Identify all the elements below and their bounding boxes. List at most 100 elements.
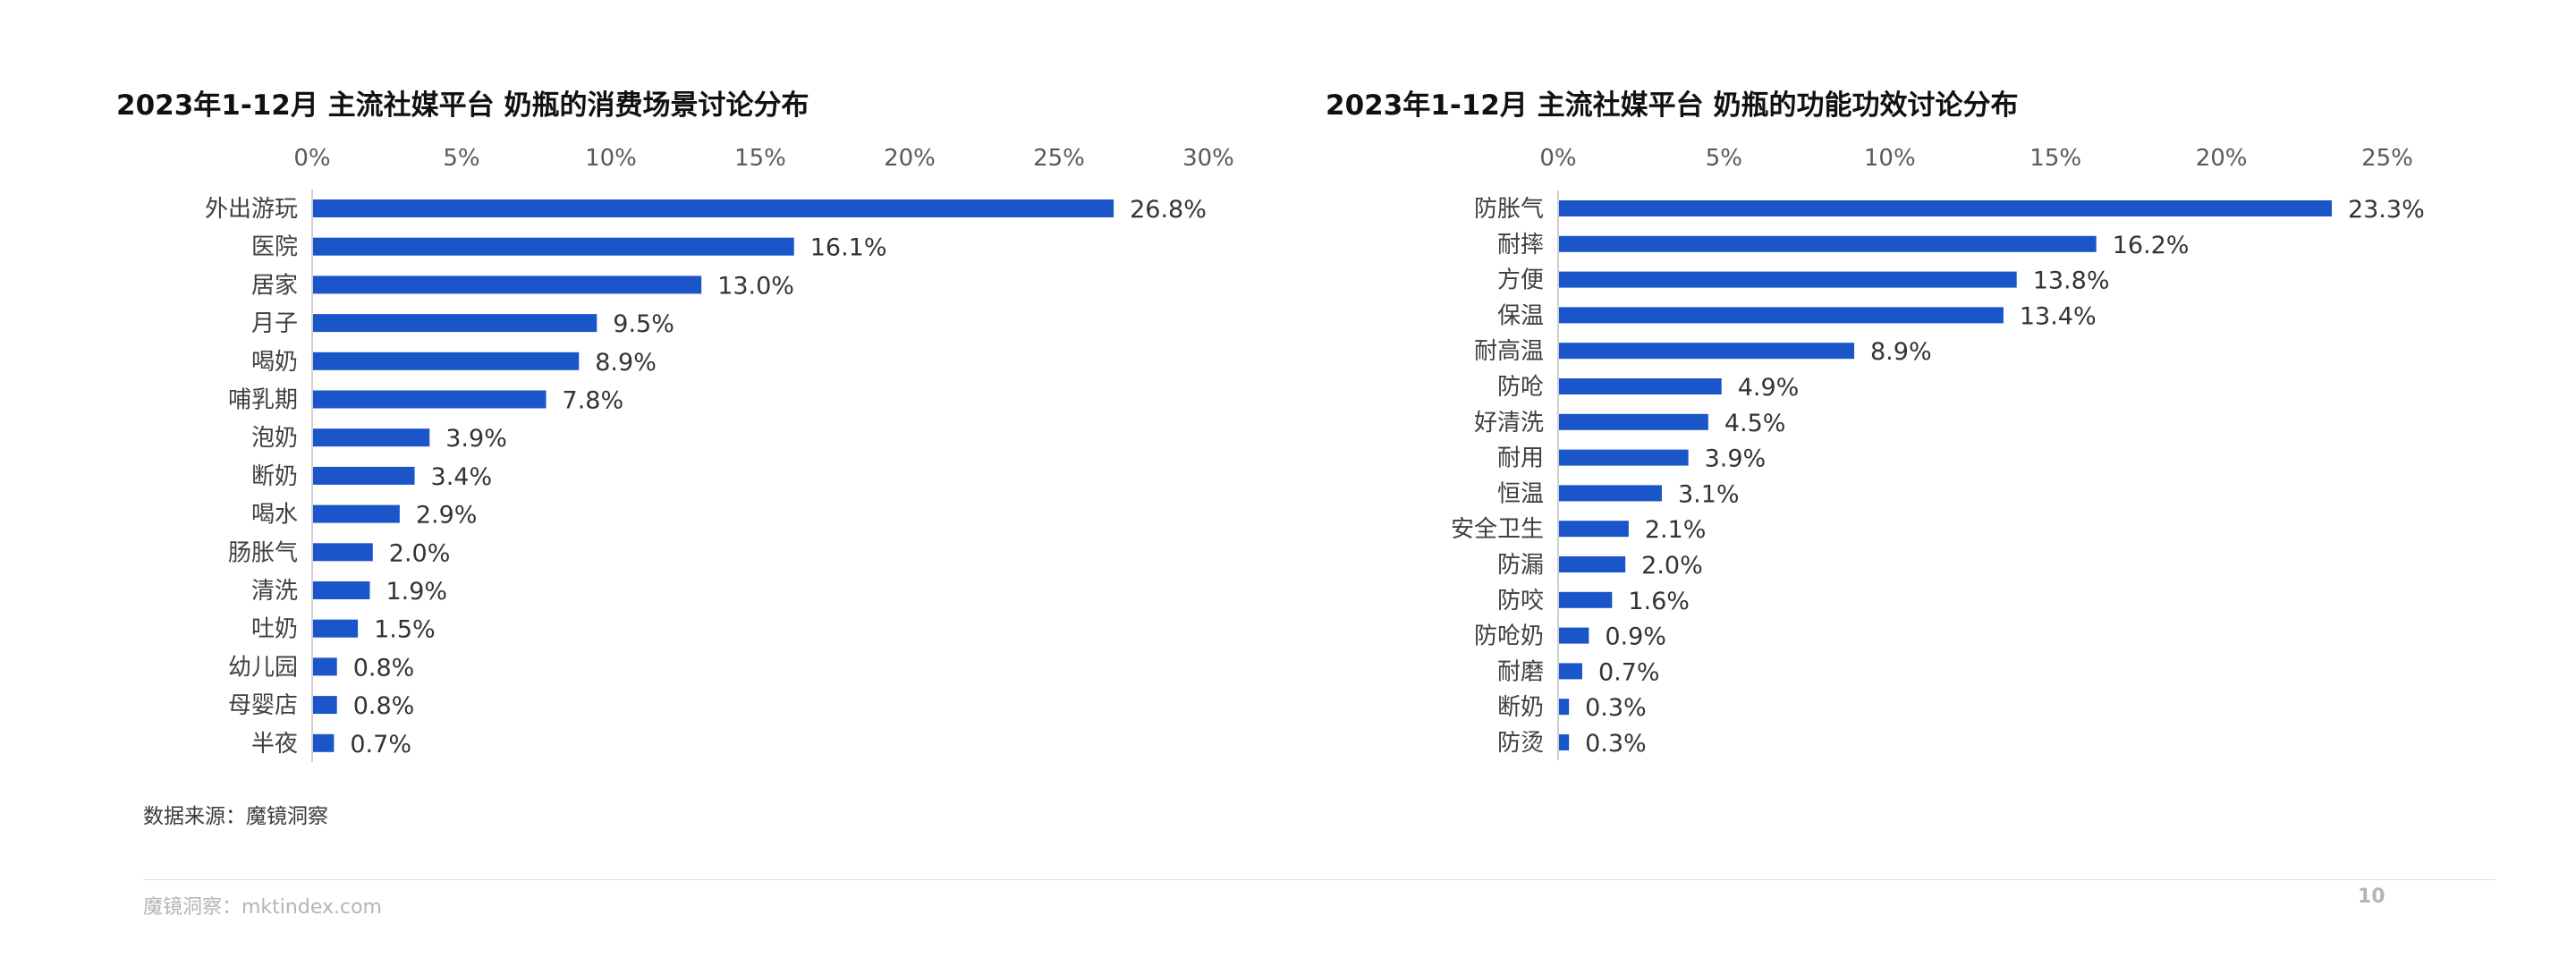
bar (313, 657, 337, 676)
axis-tick-label: 10% (585, 145, 637, 172)
data-label: 9.5% (613, 310, 674, 338)
category-label: 母婴店 (228, 692, 298, 719)
bar (313, 275, 702, 294)
category-label: 喝水 (251, 502, 298, 529)
bar (313, 581, 370, 599)
category-label: 居家 (251, 272, 298, 299)
data-label: 2.0% (1641, 552, 1703, 580)
axis-tick-label: 30% (1182, 145, 1234, 172)
data-label: 8.9% (1870, 338, 1932, 366)
bar (313, 428, 430, 447)
axis-tick-label: 25% (1033, 145, 1085, 172)
data-label: 13.4% (2020, 302, 2097, 330)
footer-site-text: 魔镜洞察：mktindex.com (143, 896, 382, 919)
bar (1559, 663, 1582, 680)
category-label: 防胀气 (1474, 196, 1544, 223)
axis-tick-label: 0% (1539, 145, 1576, 172)
bar (1559, 591, 1613, 608)
left-chart: 0% 5% 10% 15% 20% 25% 30% 外出游玩 26.8% 医院 16.1% 居家 13.… (205, 145, 1234, 763)
category-label: 幼儿园 (228, 654, 298, 681)
data-label: 13.8% (2033, 267, 2110, 295)
data-label: 26.8% (1130, 196, 1207, 224)
data-label: 7.8% (563, 387, 624, 415)
category-label: 防烫 (1497, 730, 1544, 757)
left-chart-title: 2023年1-12月 主流社媒平台 奶瓶的消费场景讨论分布 (116, 89, 809, 122)
data-label: 16.2% (2113, 232, 2190, 259)
bar (1559, 699, 1570, 716)
category-label: 方便 (1497, 267, 1544, 294)
data-label: 0.7% (350, 731, 411, 758)
bar (1559, 235, 2097, 252)
category-label: 防呛奶 (1474, 623, 1544, 650)
data-label: 3.4% (431, 463, 493, 491)
data-label: 3.9% (1705, 445, 1767, 473)
data-label: 8.9% (595, 349, 657, 377)
category-label: 防漏 (1497, 552, 1544, 579)
bar (1559, 449, 1689, 466)
bar (313, 466, 415, 485)
bar (313, 619, 359, 638)
bar (1559, 556, 1626, 572)
axis-tick-label: 25% (2361, 145, 2413, 172)
axis-tick-label: 10% (1864, 145, 1916, 172)
data-label: 3.9% (445, 425, 507, 453)
data-label: 3.1% (1678, 480, 1740, 508)
bar (1559, 343, 1855, 360)
bar (1559, 485, 1662, 502)
data-label: 2.9% (416, 502, 478, 530)
bar (313, 504, 400, 523)
axis-tick-label: 5% (1706, 145, 1742, 172)
data-label: 13.0% (717, 272, 794, 300)
bar (1559, 378, 1722, 394)
category-label: 喝奶 (251, 349, 298, 376)
bar (1559, 307, 2004, 324)
bar (313, 237, 794, 256)
bar (313, 543, 373, 562)
axis-tick-label: 5% (443, 145, 479, 172)
category-label: 耐高温 (1474, 338, 1544, 365)
footer-divider (143, 879, 2496, 880)
data-label: 2.0% (389, 539, 451, 567)
category-label: 肠胀气 (228, 539, 298, 566)
data-label: 0.9% (1605, 623, 1666, 651)
axis-tick-label: 15% (734, 145, 786, 172)
category-label: 好清洗 (1474, 410, 1544, 436)
category-label: 耐用 (1497, 445, 1544, 472)
source-note: 数据来源：魔镜洞察 (143, 805, 328, 828)
data-label: 1.5% (374, 616, 436, 644)
axis-tick-label: 0% (293, 145, 330, 172)
data-label: 4.9% (1738, 374, 1800, 402)
axis-tick-label: 20% (2196, 145, 2248, 172)
category-label: 保温 (1497, 302, 1544, 329)
bar (1559, 200, 2332, 216)
bar (1559, 734, 1570, 750)
category-label: 吐奶 (251, 616, 298, 643)
bar (1559, 271, 2017, 288)
bar (313, 390, 547, 409)
data-label: 4.5% (1724, 410, 1786, 437)
category-label: 耐磨 (1497, 658, 1544, 685)
category-label: 半夜 (251, 731, 298, 758)
bar (1559, 521, 1629, 538)
data-label: 16.1% (810, 234, 887, 262)
data-label: 0.8% (353, 654, 415, 682)
bar (313, 733, 335, 752)
bar (313, 352, 580, 370)
bar (313, 199, 1114, 217)
category-label: 安全卫生 (1451, 516, 1544, 543)
category-label: 耐摔 (1497, 232, 1544, 258)
bar (313, 696, 337, 715)
category-label: 断奶 (1497, 694, 1544, 721)
category-label: 恒温 (1497, 480, 1544, 507)
category-label: 防呛 (1497, 374, 1544, 401)
page-number: 10 (2358, 886, 2385, 908)
right-chart: 0% 5% 10% 15% 20% 25% 防胀气 23.3% 耐摔 16.2% 方便 13.8% 保温… (1451, 145, 2425, 760)
category-label: 断奶 (251, 463, 298, 490)
bar (1559, 627, 1589, 644)
bar (313, 314, 597, 333)
right-chart-title: 2023年1-12月 主流社媒平台 奶瓶的功能功效讨论分布 (1326, 89, 2019, 122)
category-label: 哺乳期 (228, 387, 298, 414)
category-label: 防咬 (1497, 588, 1544, 614)
category-label: 泡奶 (251, 425, 298, 452)
category-label: 医院 (251, 234, 298, 261)
